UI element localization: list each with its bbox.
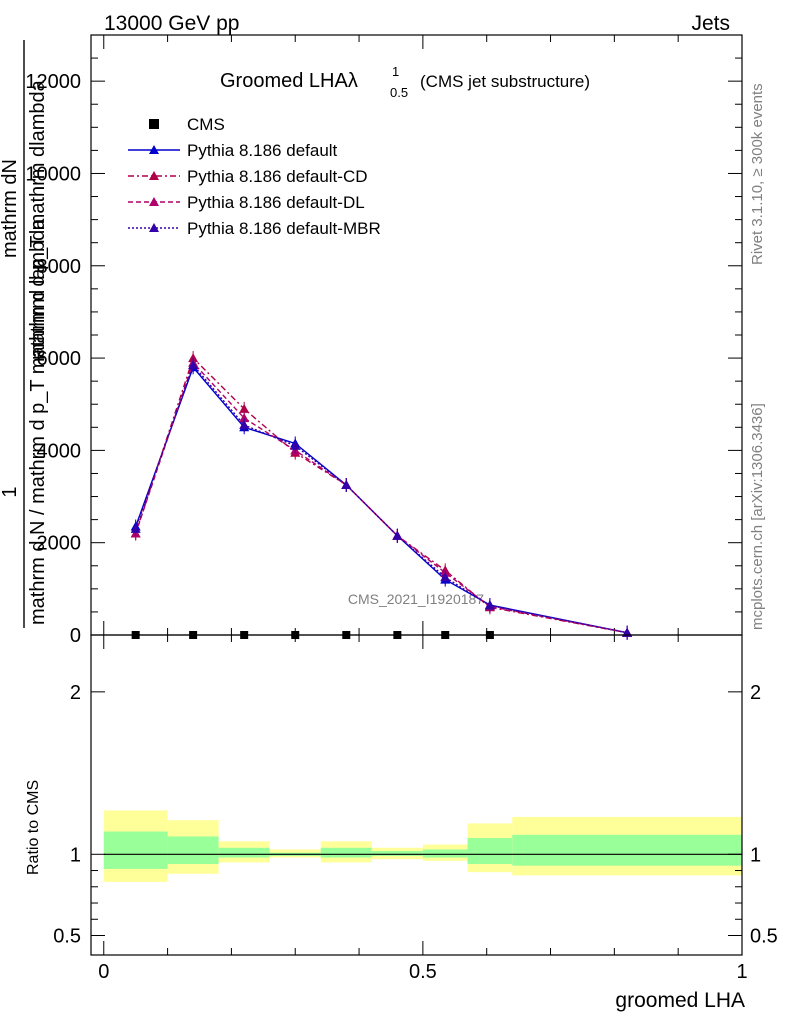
legend-marker <box>149 145 159 154</box>
ratio-inner-band <box>467 838 513 865</box>
ratio-y-tick-label-right: 2 <box>750 682 761 704</box>
ratio-x-tick-labels: 0 0.5 1 <box>98 961 747 983</box>
header-jets: Jets <box>691 12 730 35</box>
series-point <box>484 600 495 610</box>
series-point <box>290 440 301 450</box>
analysis-watermark: CMS_2021_I1920187 <box>348 591 484 607</box>
ratio-y-tick-label-right: 1 <box>750 844 761 866</box>
y-tick-label: 6000 <box>37 348 82 370</box>
main-y-tick-labels: 0 2000 4000 6000 8000 10000 12000 <box>25 71 81 647</box>
legend: CMS Pythia 8.186 default Pythia 8.186 defa… <box>128 115 381 238</box>
y-label-numerator-dn: mathrm dN <box>0 159 21 258</box>
y-tick-label: 2000 <box>37 533 82 555</box>
legend-marker <box>149 171 159 180</box>
legend-label: Pythia 8.186 default-MBR <box>187 219 381 238</box>
x-tick-label: 1 <box>736 961 747 983</box>
series-point <box>188 360 199 369</box>
y-tick-label: 10000 <box>25 163 81 185</box>
mcplots-label: mcplots.cern.ch [arXiv:1306.3436] <box>749 403 766 630</box>
legend-label: CMS <box>187 115 225 134</box>
series-layer <box>130 351 633 640</box>
ratio-inner-band <box>218 847 270 858</box>
ratio-axis-ticks <box>91 635 743 955</box>
y-tick-label: 4000 <box>37 440 82 462</box>
ratio-inner-band <box>103 831 168 869</box>
ratio-y-tick-label-left: 1 <box>70 844 81 866</box>
main-title: Groomed LHAλ <box>220 70 358 92</box>
header-energy: 13000 GeV pp <box>104 12 239 35</box>
y-label-denominator: mathrm d N / mathrm d p_T mathrm d lambd… <box>27 218 49 625</box>
y-tick-label: 0 <box>70 625 81 647</box>
main-axis-ticks <box>91 34 743 636</box>
ratio-y-label: Ratio to CMS <box>25 780 42 875</box>
legend-label: Pythia 8.186 default-CD <box>187 167 368 186</box>
ratio-inner-band <box>512 834 742 866</box>
main-title-note: (CMS jet substructure) <box>420 72 590 91</box>
series-point <box>341 480 352 489</box>
x-tick-label: 0 <box>98 961 109 983</box>
series-point <box>392 530 403 540</box>
ratio-inner-band <box>422 849 468 858</box>
legend-marker <box>149 223 159 232</box>
legend-label: Pythia 8.186 default <box>187 141 338 160</box>
series-point <box>239 420 250 429</box>
x-axis-label: groomed LHA <box>615 989 745 1012</box>
series-point <box>440 572 451 582</box>
series-point <box>239 403 250 413</box>
ratio-inner-band <box>167 836 219 865</box>
ratio-y-tick-label-right: 0.5 <box>750 926 778 948</box>
series-point <box>130 523 141 533</box>
ratio-inner-band <box>320 847 372 858</box>
ratio-y-tick-label-left: 0.5 <box>53 926 81 948</box>
ratio-y-tick-labels: 0.5 0.5 1 1 2 2 <box>53 682 778 948</box>
rivet-label: Rivet 3.1.10, ≥ 300k events <box>749 83 766 265</box>
y-tick-label: 8000 <box>37 256 82 278</box>
main-title-text: Groomed LHAλ <box>220 70 358 92</box>
series-point <box>239 413 250 423</box>
ratio-plot-frame <box>90 634 743 956</box>
ratio-y-tick-label-left: 2 <box>70 682 81 704</box>
legend-marker <box>149 119 159 129</box>
y-label-one: 1 <box>0 486 21 497</box>
main-title-subscript: 0.5 <box>390 85 408 100</box>
ratio-inner-band <box>371 851 423 856</box>
y-label-numerator-dpt: mathrm d p_T mathrm dlambda <box>27 79 49 360</box>
x-tick-label: 0.5 <box>409 961 437 983</box>
legend-label: Pythia 8.186 default-DL <box>187 193 365 212</box>
ratio-bands <box>103 810 742 882</box>
legend-marker <box>149 197 159 206</box>
main-title-superscript: 1 <box>392 64 399 79</box>
y-tick-label: 12000 <box>25 71 81 93</box>
